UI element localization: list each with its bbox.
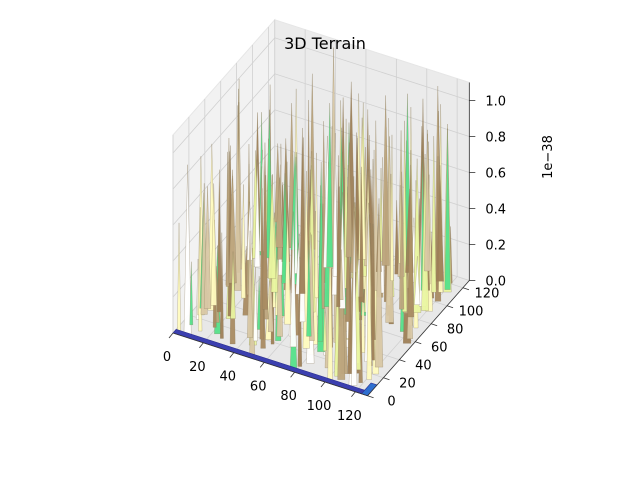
surface-spike [275,177,284,248]
z-tick-label: 0.0 [485,275,506,290]
z-tick-label: 0.4 [485,203,506,218]
surface-spike [399,171,405,310]
surface-spike [262,142,268,310]
surface-spike [241,184,246,299]
surface-spike [268,268,274,332]
x-tick-label: 20 [189,360,206,375]
surface-spike [381,95,390,266]
surface-spike [247,230,253,338]
x-tick-mark [229,352,235,358]
x-tick-mark [320,381,326,388]
surface-spike [290,211,297,348]
axis-lines [172,82,470,397]
y-axis-line [367,280,470,396]
z-axis-offset-label: 1e−38 [541,135,556,179]
surface-spike [351,211,358,386]
y-tick-label: 0 [387,395,395,410]
surface-spike [323,301,327,351]
surface-spike [413,158,422,313]
y-tick-mark [462,287,470,291]
surface-spike [294,156,298,274]
z-tick-label: 0.8 [485,131,506,146]
x-tick-label: 100 [307,399,332,414]
x-tick-label: 60 [250,379,267,394]
z-tick-label: 0.6 [485,167,506,182]
z-gridline [172,37,470,154]
surface-spike [234,105,242,291]
surface-spike [254,159,261,268]
surface-spike [361,259,365,353]
surface-spike [345,200,351,322]
surface-spike [332,133,338,277]
z-gridline [172,73,470,190]
x-axis-line [172,332,368,397]
surface-spike [306,240,312,337]
surface-spike [336,155,341,307]
surface-spike [268,175,276,279]
surface-spike [220,232,224,339]
surface-spike [371,223,375,361]
x-tick-mark [168,332,174,339]
surface-spike [225,151,230,287]
x-tick-label: 120 [337,409,362,424]
y-tick-label: 80 [447,323,464,338]
surface-spike [314,152,319,298]
surface-spike [431,136,437,293]
surface-spike [284,210,292,325]
y-axis-ticks: 0 20 40 60 80 100 120 [367,287,500,410]
surface-spikes [177,47,453,389]
x-tick-label: 0 [163,350,171,365]
x-tick-mark [259,362,265,368]
y-tick-label: 60 [431,341,448,356]
surface-spike [217,169,222,313]
x-tick-label: 40 [220,370,237,385]
surface-spike [424,133,431,272]
y-tick-label: 100 [459,305,484,320]
x-tick-mark [351,391,356,398]
z-tick-label: 0.2 [485,239,506,254]
y-tick-label: 120 [475,287,500,302]
y-tick-mark [399,359,406,363]
surface-spike [299,127,306,294]
surface-spike [204,186,212,309]
y-tick-mark [431,323,438,327]
z-axis-ticks: 0.0 0.2 0.4 0.6 0.8 1.0 [469,95,506,290]
surface-spike [375,198,384,368]
surface-spike [359,166,364,303]
x-tick-mark [290,371,295,378]
x-axis-ticks: 0 20 40 60 80 100 120 [163,332,362,424]
surface-spike [407,164,414,318]
surface-spike [253,267,258,342]
y-tick-mark [367,395,374,399]
chart-title: 3D Terrain [284,34,366,53]
surface-spike [326,103,334,268]
surface-spike [436,165,444,282]
x-tick-label: 80 [280,389,297,404]
surface-spike [390,134,394,281]
surface-spike [210,183,217,306]
surface-spike [414,256,421,305]
y-tick-label: 20 [399,377,416,392]
y-tick-label: 40 [415,359,432,374]
surface-spike [394,200,399,275]
z-tick-label: 1.0 [485,95,506,110]
y-tick-mark [383,377,390,381]
y-tick-mark [446,305,454,309]
surface-spike [317,203,323,342]
surface-spike [366,214,372,380]
surface-spike [444,128,451,290]
surface-spike [339,249,344,300]
surface-spike [189,261,194,325]
x-tick-mark [199,342,204,349]
surface-spike [230,251,236,319]
surface-spike [345,142,353,258]
y-tick-mark [415,341,422,345]
